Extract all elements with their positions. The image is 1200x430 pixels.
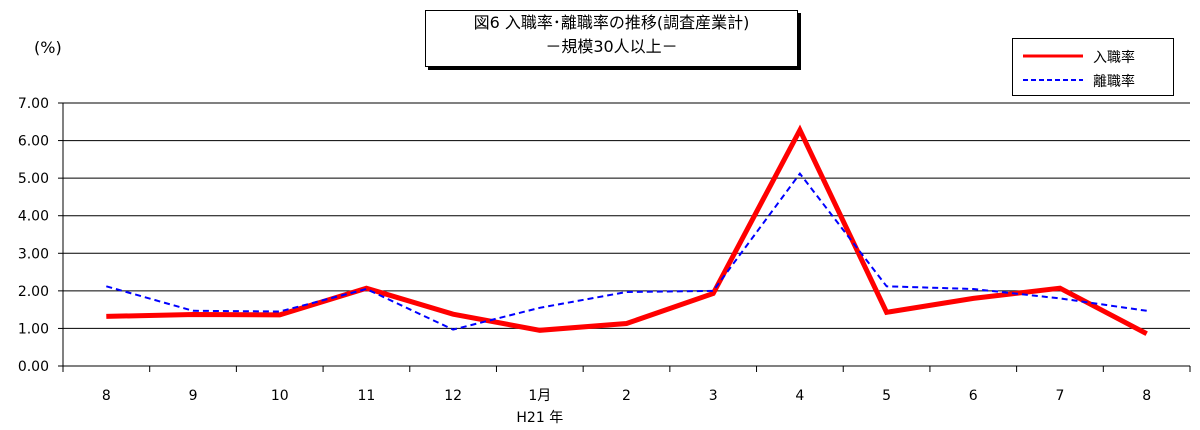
series-line-separation-rate — [106, 171, 1147, 331]
x-tick-label: 8 — [1142, 388, 1151, 404]
series-line-hiring-rate — [106, 124, 1148, 336]
x-tick-label: 2 — [622, 388, 631, 404]
x-tick-label: 7 — [1056, 388, 1065, 404]
x-tick-label: 9 — [189, 388, 198, 404]
x-tick-label: 4 — [795, 388, 804, 404]
legend: 入職率 離職率 — [1012, 38, 1174, 96]
legend-swatch-separation — [1023, 79, 1083, 81]
chart-title: 図6 入職率･離職率の推移(調査産業計) — [473, 13, 750, 32]
y-tick-label: 2.00 — [18, 284, 49, 300]
x-tick-label: 8 — [102, 388, 111, 404]
x-tick-label: 11 — [358, 388, 376, 404]
y-tick-label: 0.00 — [18, 359, 49, 375]
y-tick-label: 4.00 — [18, 209, 49, 225]
legend-label-separation: 離職率 — [1093, 74, 1135, 90]
legend-item-separation: 離職率 — [1021, 69, 1171, 91]
x-tick-label: 12 — [444, 388, 462, 404]
legend-item-hiring: 入職率 — [1021, 45, 1171, 67]
y-tick-label: 7.00 — [18, 96, 49, 112]
x-tick-label: 5 — [882, 388, 891, 404]
chart-subtitle: －規模30人以上－ — [545, 37, 678, 56]
y-tick-label: 1.00 — [18, 321, 49, 337]
x-axis-year-note: H21 年 — [516, 410, 563, 426]
legend-label-hiring: 入職率 — [1093, 50, 1135, 66]
y-axis-unit-label: (%) — [34, 38, 62, 57]
x-tick-label: 10 — [271, 388, 289, 404]
y-tick-label: 5.00 — [18, 171, 49, 187]
x-tick-label: 3 — [709, 388, 718, 404]
x-tick-label: 6 — [969, 388, 978, 404]
y-tick-label: 6.00 — [18, 134, 49, 150]
y-tick-label: 3.00 — [18, 246, 49, 262]
chart-title-box: 図6 入職率･離職率の推移(調査産業計) －規模30人以上－ — [425, 10, 798, 67]
x-tick-label: 1月 — [528, 388, 551, 404]
legend-swatch-hiring — [1023, 54, 1083, 58]
